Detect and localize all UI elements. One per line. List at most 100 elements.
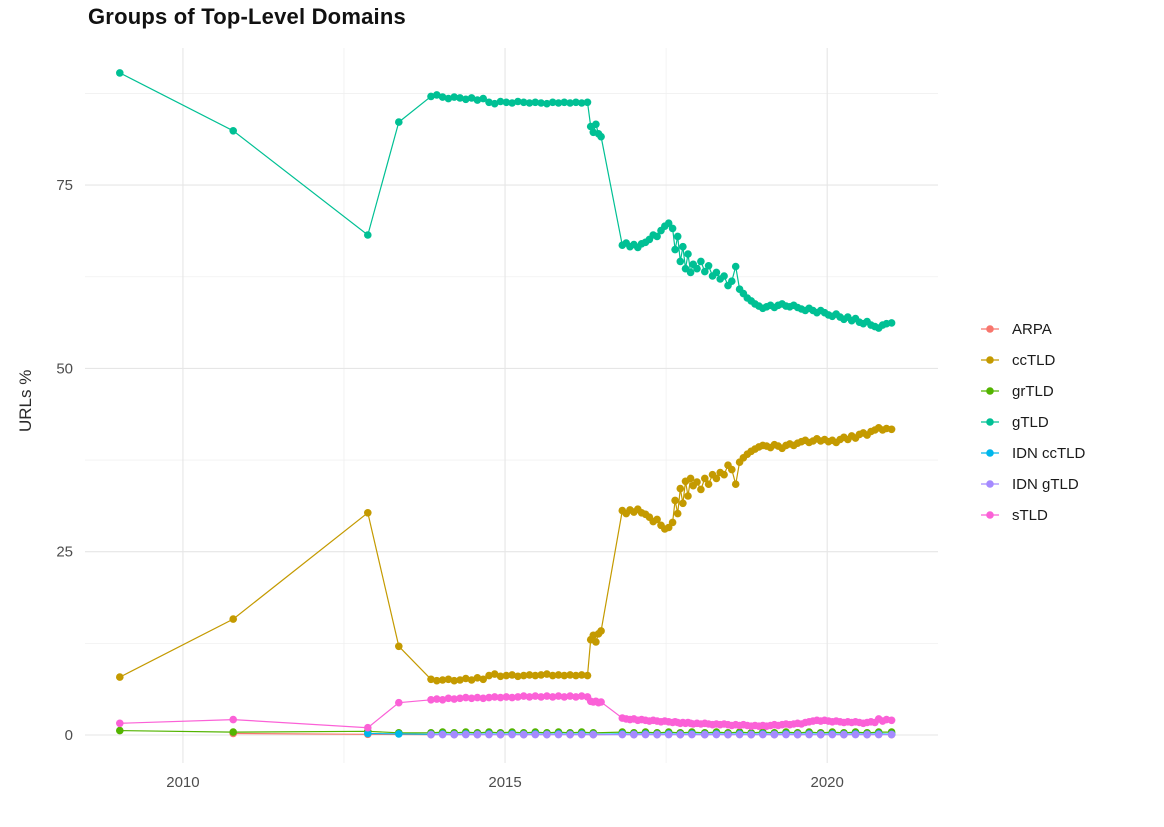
data-point <box>676 484 685 493</box>
data-point <box>887 716 896 725</box>
data-point <box>508 671 516 679</box>
data-point <box>554 730 563 739</box>
data-point <box>490 670 499 678</box>
data-point <box>577 99 586 107</box>
legend-label: ARPA <box>1012 321 1052 338</box>
data-point <box>851 730 860 739</box>
data-point <box>572 693 580 701</box>
data-point <box>731 262 740 271</box>
data-point <box>479 94 488 103</box>
data-point <box>427 92 435 101</box>
data-point <box>467 676 476 684</box>
data-point <box>560 693 569 701</box>
data-point <box>438 676 447 684</box>
data-point <box>684 250 692 258</box>
data-point <box>364 509 372 517</box>
data-point <box>116 719 124 728</box>
data-point <box>433 695 441 703</box>
data-point <box>618 730 627 739</box>
legend-key-dot <box>986 325 994 333</box>
data-point <box>548 693 557 701</box>
legend-key-dot <box>986 418 994 426</box>
data-point <box>693 264 701 273</box>
legend-label: ccTLD <box>1012 352 1056 369</box>
y-axis-label: URLs % <box>16 369 35 432</box>
data-point <box>543 99 551 108</box>
legend-key-dot <box>986 511 994 519</box>
data-point <box>485 98 493 107</box>
data-point <box>519 692 528 700</box>
data-point <box>560 671 569 680</box>
data-point <box>782 730 790 739</box>
data-point <box>664 730 673 739</box>
data-point <box>704 262 713 270</box>
data-point <box>684 492 692 500</box>
data-point <box>701 730 709 739</box>
data-point <box>456 694 464 703</box>
data-point <box>508 730 516 739</box>
data-point <box>874 730 883 739</box>
data-point <box>583 671 592 680</box>
data-point <box>496 672 505 681</box>
data-point <box>462 674 470 683</box>
series-line <box>119 72 892 329</box>
legend-label: IDN gTLD <box>1012 476 1079 493</box>
data-point <box>697 257 705 266</box>
data-point <box>531 730 540 739</box>
data-point <box>671 496 679 505</box>
data-point <box>589 730 598 739</box>
x-tick-label: 2015 <box>488 774 521 791</box>
data-point <box>229 715 237 724</box>
data-point <box>514 97 522 106</box>
data-point <box>462 730 470 739</box>
data-point <box>572 671 580 680</box>
data-point <box>863 730 871 739</box>
data-point <box>479 694 488 703</box>
data-point <box>770 730 779 739</box>
data-point <box>712 268 721 277</box>
data-point <box>450 676 459 685</box>
data-point <box>704 480 713 489</box>
y-tick-label: 0 <box>65 727 73 744</box>
legend-item-cctld: ccTLD <box>981 352 1056 369</box>
data-point <box>116 726 124 735</box>
series-idn-gtld <box>427 730 896 739</box>
data-point <box>676 257 685 266</box>
series-stld <box>116 692 896 732</box>
series-cctld <box>116 424 896 685</box>
data-point <box>805 730 813 739</box>
legend: ARPA ccTLD grTLD gTLD IDN ccTLD IDN gTLD sTLD <box>981 321 1086 524</box>
data-point <box>701 474 709 483</box>
data-point <box>438 93 447 101</box>
data-point <box>395 118 403 126</box>
data-point <box>116 69 124 77</box>
data-point <box>759 730 767 739</box>
data-point <box>688 730 696 739</box>
data-point <box>450 93 459 101</box>
data-point <box>597 627 605 635</box>
data-point <box>554 692 563 700</box>
data-point <box>514 672 522 681</box>
data-point <box>693 478 701 486</box>
data-point <box>673 232 682 241</box>
data-point <box>444 675 453 684</box>
data-point <box>519 730 528 739</box>
data-point <box>485 730 493 739</box>
data-point <box>229 127 237 135</box>
data-point <box>364 729 372 738</box>
data-point <box>543 692 551 700</box>
data-point <box>566 99 574 107</box>
data-point <box>519 98 528 107</box>
x-tick-label: 2010 <box>166 774 199 791</box>
data-point <box>676 730 685 739</box>
data-point <box>450 730 459 739</box>
data-point <box>887 730 896 739</box>
data-point <box>679 499 687 508</box>
data-point <box>116 673 124 681</box>
legend-item-idn-cctld: IDN ccTLD <box>981 445 1086 462</box>
data-point <box>543 670 551 678</box>
data-point <box>229 615 237 623</box>
y-tick-label: 50 <box>56 360 73 377</box>
data-point <box>728 277 736 286</box>
y-tick-label: 25 <box>56 544 73 561</box>
